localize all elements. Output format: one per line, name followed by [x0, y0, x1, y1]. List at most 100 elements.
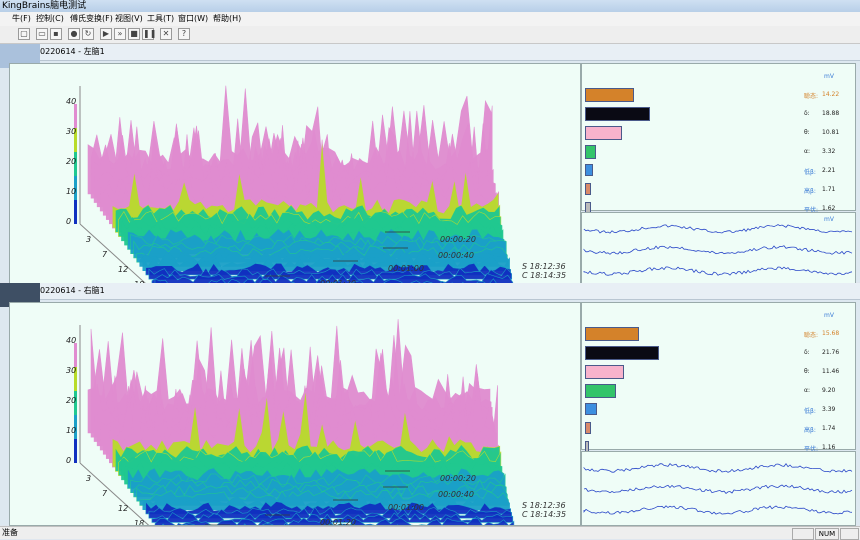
close-icon[interactable]: ✕: [160, 28, 172, 40]
time-axis-label: 00:01:00: [388, 503, 424, 512]
band-bar: [585, 164, 593, 176]
band-value: 14.22: [822, 91, 840, 98]
start-time-stamp: S 18:12:36: [522, 262, 566, 271]
raw-wave-panel: [581, 451, 856, 526]
band-bar: [585, 422, 591, 434]
menu-fourier[interactable]: 傅氏变换(F): [70, 14, 113, 23]
z-tick-label: 30: [66, 127, 76, 136]
band-power-panel: mV 聪态: 15.68 δ: 21.76 θ: 11.46 α: 9.20 低β: 3.39 高β…: [581, 302, 856, 453]
z-tick-label: 30: [66, 366, 76, 375]
band-bar: [585, 88, 634, 102]
title-bar: KingBrains脑电测试: [0, 0, 860, 12]
wave-unit-label: mV: [824, 216, 834, 223]
menu-file[interactable]: 牛(F): [12, 14, 31, 23]
frequency-tick-label: 18: [134, 519, 144, 525]
band-label: 低β:: [804, 169, 816, 176]
spectrum-3d-plot: 4030201003712182800:00:2000:00:4000:01:0…: [9, 302, 581, 540]
raw-wave-panel: mV: [581, 212, 856, 287]
band-bar: [585, 183, 591, 195]
status-pane: [840, 528, 859, 540]
band-label: 平伏:: [804, 446, 819, 453]
z-tick-label: 40: [66, 97, 76, 106]
status-bar: 准备 NUM: [0, 526, 860, 540]
num-lock-indicator: NUM: [815, 528, 839, 540]
band-bar: [585, 107, 650, 121]
z-tick-label: 0: [66, 456, 71, 465]
band-bar: [585, 403, 597, 415]
app-title: KingBrains脑电测试: [2, 1, 87, 11]
eeg-window-right: e20220614 - 右脑1 4030201003712182800:00:2…: [0, 283, 860, 540]
frequency-tick-label: 7: [102, 250, 108, 259]
z-tick-label: 40: [66, 336, 76, 345]
band-label: 平伏:: [804, 207, 819, 214]
band-value: 11.46: [822, 368, 840, 375]
status-pane: [792, 528, 814, 540]
band-label: δ:: [804, 349, 810, 356]
spectrum-3d-plot: 4030201003712182800:00:2000:00:4000:01:0…: [9, 63, 581, 304]
pause-icon[interactable]: ❚❚: [142, 28, 157, 40]
band-label: 聪态:: [804, 93, 819, 100]
eeg-trace: [583, 484, 853, 494]
band-value: 10.81: [822, 129, 840, 136]
window-title: e20220614 - 右脑1: [30, 286, 105, 295]
band-label: 高β:: [804, 427, 816, 434]
start-time-stamp: S 18:12:36: [522, 501, 566, 510]
open-icon[interactable]: ▭: [36, 28, 48, 40]
eeg-trace: [583, 463, 853, 473]
band-label: 低β:: [804, 408, 816, 415]
band-label: 高β:: [804, 188, 816, 195]
band-value: 1.71: [822, 186, 836, 193]
band-value: 2.21: [822, 167, 836, 174]
band-value: 1.62: [822, 205, 836, 212]
menu-bar: 牛(F) 控制(C) 傅氏变换(F) 视图(V) 工具(T) 窗口(W) 帮助(…: [0, 12, 860, 27]
z-tick-label: 20: [66, 396, 76, 405]
help-icon[interactable]: ?: [178, 28, 190, 40]
current-time-stamp: C 18:14:35: [522, 271, 566, 280]
record-icon[interactable]: ●: [68, 28, 80, 40]
band-power-panel: mV 聪态: 14.22 δ: 18.88 θ: 10.81 α: 3.32 低β: 2.21 高β…: [581, 63, 856, 214]
band-bar: [585, 384, 617, 398]
band-value: 3.39: [822, 406, 836, 413]
status-text: 准备: [2, 528, 18, 537]
menu-tools[interactable]: 工具(T): [147, 14, 175, 23]
time-axis-label: 00:00:40: [438, 490, 474, 499]
band-label: θ:: [804, 129, 810, 136]
save-icon[interactable]: ▪: [50, 28, 62, 40]
band-label: θ:: [804, 368, 810, 375]
play-icon[interactable]: ▶: [100, 28, 112, 40]
menu-view[interactable]: 视图(V): [115, 14, 143, 23]
band-bar: [585, 346, 660, 360]
time-axis-label: 00:00:40: [438, 251, 474, 260]
fast-forward-icon[interactable]: »: [114, 28, 126, 40]
stop-icon[interactable]: ■: [128, 28, 140, 40]
frequency-tick-label: 12: [118, 504, 128, 513]
toolbar: ▢ ▭ ▪ ● ↻ ▶ » ■ ❚❚ ✕ ?: [0, 26, 860, 44]
raw-wave-traces: [583, 463, 853, 515]
z-tick-label: 10: [66, 426, 76, 435]
band-value: 3.32: [822, 148, 836, 155]
spectrum-surface: 4030201003712182800:00:2000:00:4000:01:0…: [66, 319, 566, 540]
band-value: 1.16: [822, 444, 836, 451]
new-icon[interactable]: ▢: [18, 28, 30, 40]
window-header: e20220614 - 左脑1: [0, 44, 860, 61]
time-axis-label: 00:00:20: [440, 235, 476, 244]
current-time-stamp: C 18:14:35: [522, 510, 566, 519]
eeg-trace: [583, 245, 853, 255]
band-bar: [585, 327, 639, 341]
time-axis-label: 00:01:00: [388, 264, 424, 273]
frequency-tick-label: 3: [86, 235, 91, 244]
eeg-trace: [583, 505, 853, 515]
menu-help[interactable]: 帮助(H): [213, 14, 242, 23]
band-value: 18.88: [822, 110, 840, 117]
z-tick-label: 10: [66, 187, 76, 196]
band-value: 21.76: [822, 349, 840, 356]
unit-label: mV: [824, 312, 834, 319]
frequency-tick-label: 7: [102, 489, 108, 498]
band-value: 15.68: [822, 330, 840, 337]
band-label: α:: [804, 148, 810, 155]
window-header: e20220614 - 右脑1: [0, 283, 860, 300]
refresh-icon[interactable]: ↻: [82, 28, 94, 40]
menu-control[interactable]: 控制(C): [36, 14, 64, 23]
menu-window[interactable]: 窗口(W): [178, 14, 209, 23]
z-tick-label: 0: [66, 217, 71, 226]
